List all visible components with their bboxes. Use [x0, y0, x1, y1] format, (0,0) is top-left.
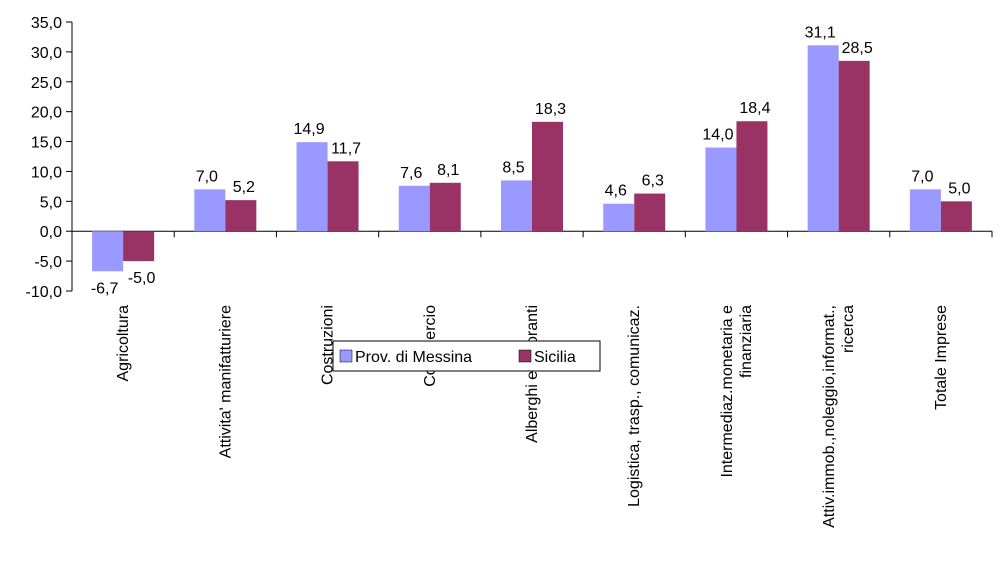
y-tick-label: -10,0 — [26, 284, 63, 301]
y-tick-label: 10,0 — [31, 164, 62, 181]
y-tick-label: 20,0 — [31, 105, 62, 122]
data-label: 18,4 — [739, 100, 770, 117]
category-label: ricerca — [840, 305, 857, 353]
category-label: Intermediaz.monetaria e — [719, 305, 736, 478]
bar-prov-messina — [603, 203, 635, 232]
legend: Prov. di Messina Sicilia — [332, 340, 601, 372]
data-label: 5,0 — [948, 180, 970, 197]
data-labels: -6,7 -5,0 7,0 5,2 14,9 11,7 7,6 8,1 8,5 18,3 4,6 6,… — [91, 24, 971, 297]
legend-label-sicilia: Sicilia — [534, 349, 576, 366]
legend-swatch-prov-messina — [339, 349, 353, 363]
bar-prov-messina — [194, 189, 226, 232]
data-label: 11,7 — [331, 140, 361, 157]
bar-sicilia — [532, 121, 563, 232]
data-label: 18,3 — [535, 101, 566, 118]
data-label: 7,6 — [400, 165, 422, 182]
bar-sicilia — [123, 231, 155, 262]
data-label: 8,5 — [502, 159, 524, 176]
y-tick-label: -5,0 — [34, 254, 62, 271]
y-tick-label: 25,0 — [31, 75, 62, 92]
category-label: Alberghi e ristoranti — [524, 305, 541, 443]
bar-prov-messina — [296, 142, 328, 232]
bar-prov-messina — [807, 45, 839, 232]
bar-sicilia — [327, 161, 359, 232]
bar-sicilia — [736, 121, 768, 232]
bar-sicilia — [225, 200, 257, 232]
legend-box — [332, 340, 601, 372]
bar-sicilia — [429, 182, 461, 232]
category-label: Logistica, trasp., comunicaz. — [626, 305, 643, 507]
y-tick-label: 15,0 — [31, 135, 62, 152]
category-label: finanziaria — [738, 305, 755, 378]
y-axis: -10,0 -5,0 0,0 5,0 10,0 15,0 20,0 25,0 30,0 35,0 — [26, 15, 73, 301]
bar-prov-messina — [705, 147, 737, 232]
data-label: 4,6 — [605, 183, 627, 200]
bar-sicilia — [634, 193, 666, 232]
data-label: 6,3 — [642, 173, 664, 190]
data-label: 14,9 — [293, 121, 324, 138]
data-label: 14,0 — [702, 127, 733, 144]
legend-label-prov-messina: Prov. di Messina — [355, 349, 472, 366]
category-label: Attivita' manifatturiere — [217, 305, 234, 458]
data-label: 28,5 — [842, 40, 873, 57]
bars — [92, 45, 972, 272]
bar-prov-messina — [92, 231, 124, 272]
y-tick-label: 0,0 — [40, 224, 62, 241]
x-axis — [71, 230, 993, 238]
category-label: Agricoltura — [115, 305, 132, 382]
bar-prov-messina — [501, 180, 532, 232]
data-label: -5,0 — [128, 270, 156, 287]
bar-sicilia — [940, 201, 972, 232]
category-label: Attiv.immob.,noleggio,informat., — [821, 305, 838, 528]
data-label: 7,0 — [911, 168, 933, 185]
y-tick-label: 35,0 — [31, 15, 62, 32]
y-tick-label: 5,0 — [40, 194, 62, 211]
category-labels: Agricoltura Attivita' manifatturiere Costr… — [115, 305, 950, 528]
data-label: 8,1 — [437, 162, 459, 179]
data-label: -6,7 — [91, 280, 119, 297]
bar-sicilia — [838, 60, 870, 232]
category-label: Costruzioni — [320, 305, 337, 385]
legend-swatch-sicilia — [518, 349, 532, 363]
category-label: Totale Imprese — [933, 305, 950, 410]
bar-prov-messina — [909, 189, 941, 232]
data-label: 5,2 — [233, 179, 255, 196]
data-label: 7,0 — [196, 168, 218, 185]
y-tick-label: 30,0 — [31, 45, 62, 62]
data-label: 31,1 — [805, 24, 836, 41]
bar-prov-messina — [398, 185, 430, 232]
